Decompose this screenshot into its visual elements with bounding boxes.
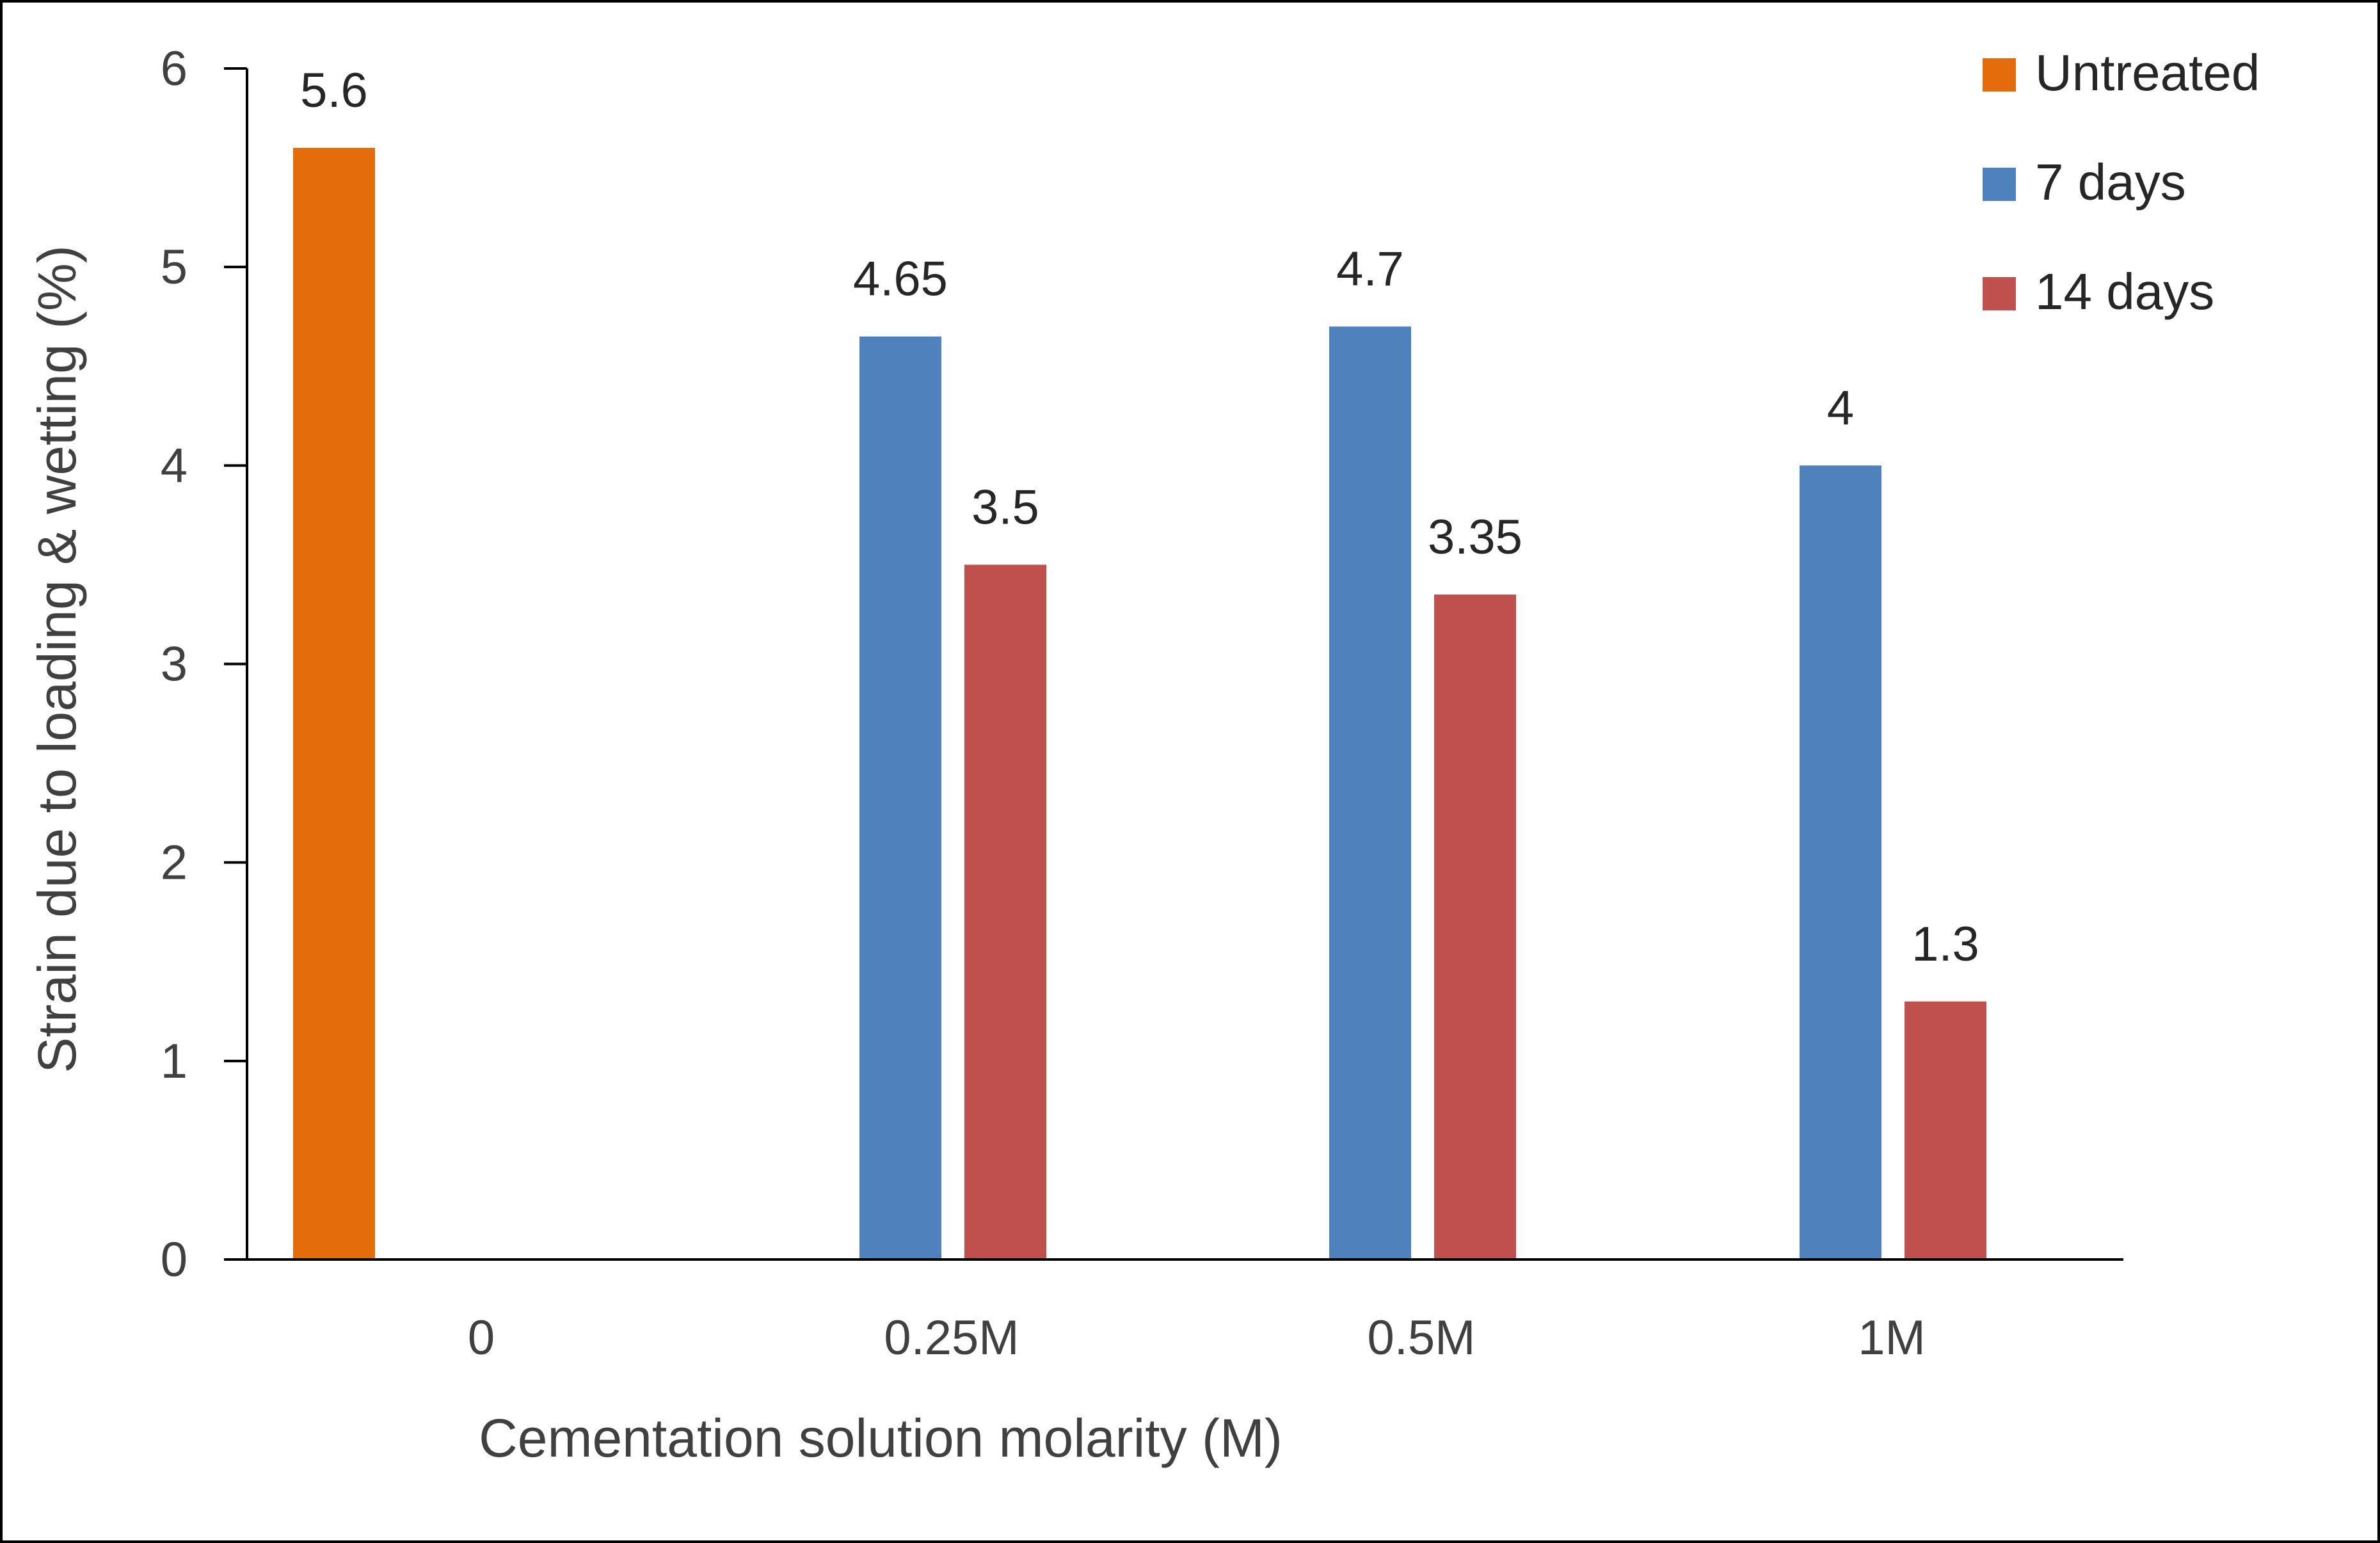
bar-7-days-1m (1800, 465, 1881, 1260)
data-label: 5.6 (300, 63, 368, 118)
legend: Untreated 7 days 14 days (1983, 44, 2260, 320)
data-label: 4.7 (1336, 242, 1404, 296)
bar-7-days-0.25m (859, 336, 941, 1259)
y-tick-label: 3 (161, 637, 188, 692)
x-tick-label: 1M (1858, 1311, 1926, 1365)
x-tick-label: 0.5M (1368, 1311, 1476, 1365)
legend-label: Untreated (2035, 44, 2260, 101)
bar-7-days-0.5m (1329, 326, 1411, 1259)
y-tick-label: 2 (161, 836, 188, 890)
x-tick-label: 0.25M (884, 1311, 1019, 1365)
data-label: 3.5 (971, 480, 1039, 534)
x-axis: 0 0.25M 0.5M 1M (224, 1258, 2123, 1365)
data-label: 3.35 (1428, 510, 1522, 564)
data-label: 4 (1827, 381, 1854, 435)
bar-14-days-0.5m (1434, 594, 1516, 1259)
legend-swatch (1983, 277, 2016, 310)
x-axis-title: Cementation solution molarity (M) (479, 1408, 1282, 1468)
legend-label: 7 days (2035, 154, 2186, 211)
y-tick-label: 4 (161, 438, 188, 493)
bar-14-days-1m (1905, 1001, 1986, 1259)
bars-layer (293, 148, 1986, 1260)
data-label: 1.3 (1912, 917, 1979, 971)
y-axis-title: Strain due to loading & wetting (%) (27, 245, 87, 1073)
legend-swatch (1983, 168, 2016, 201)
y-axis: 0 1 2 3 4 5 6 (161, 42, 248, 1287)
bar-14-days-0.25m (964, 564, 1046, 1259)
legend-swatch (1983, 58, 2016, 92)
data-label: 4.65 (853, 252, 948, 307)
y-tick-label: 1 (161, 1034, 188, 1089)
data-labels-layer: 5.6 4.65 4.7 4 3.5 3.35 1.3 (300, 63, 1979, 971)
y-tick-label: 5 (161, 240, 188, 294)
x-tick-label: 0 (468, 1311, 495, 1365)
y-tick-label: 0 (161, 1233, 188, 1287)
legend-label: 14 days (2035, 263, 2214, 320)
bar-untreated-0 (293, 148, 375, 1260)
y-tick-label: 6 (161, 42, 188, 96)
